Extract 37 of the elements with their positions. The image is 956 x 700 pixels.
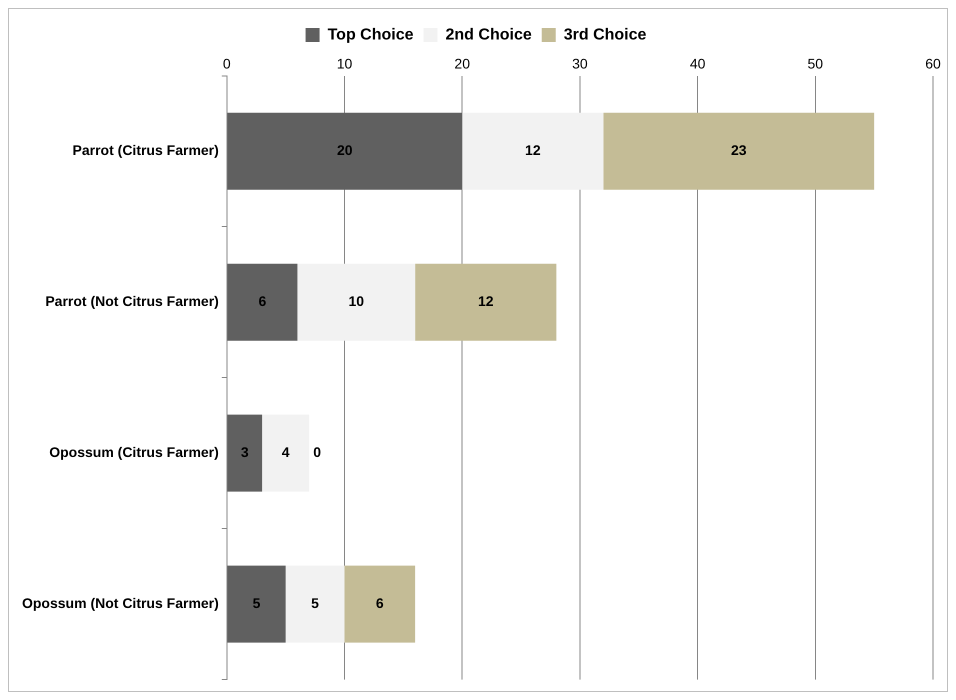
x-tick-label: 20 <box>454 55 470 72</box>
data-label: 20 <box>336 142 353 158</box>
bar <box>227 112 462 190</box>
bar <box>227 264 298 341</box>
bar <box>344 566 416 643</box>
bar <box>286 566 344 643</box>
y-tick-label: Opossum (Citrus Farmer) <box>49 444 219 460</box>
data-label: 12 <box>525 142 541 158</box>
data-label: 3 <box>240 444 249 460</box>
x-tick-label: 50 <box>808 55 824 72</box>
legend-label: 3rd Choice <box>564 26 647 44</box>
data-label: 6 <box>376 594 384 611</box>
data-label: 5 <box>252 594 261 611</box>
legend-label: Top Choice <box>328 26 414 44</box>
data-label: 5 <box>311 594 320 611</box>
data-label: 10 <box>348 293 364 310</box>
data-label: 0 <box>313 444 322 460</box>
x-tick-label: 60 <box>925 55 941 72</box>
bar <box>262 414 310 492</box>
bar <box>603 112 874 190</box>
bar <box>297 264 416 341</box>
data-label: 6 <box>258 293 266 310</box>
data-label: 4 <box>282 444 290 460</box>
x-tick-label: 0 <box>222 55 231 72</box>
bar <box>227 566 286 643</box>
x-tick-label: 40 <box>690 55 706 72</box>
legend-label: 2nd Choice <box>446 26 532 44</box>
y-tick-label: Opossum (Not Citrus Farmer) <box>22 594 219 611</box>
bar <box>462 112 604 190</box>
x-tick-label: 30 <box>572 55 588 72</box>
data-label: 23 <box>731 142 747 158</box>
y-tick-label: Parrot (Not Citrus Farmer) <box>45 293 219 310</box>
x-tick-label: 10 <box>336 55 352 72</box>
bar <box>227 414 262 492</box>
bar <box>415 264 556 341</box>
data-label: 12 <box>478 293 494 310</box>
y-tick-label: Parrot (Citrus Farmer) <box>72 142 219 158</box>
